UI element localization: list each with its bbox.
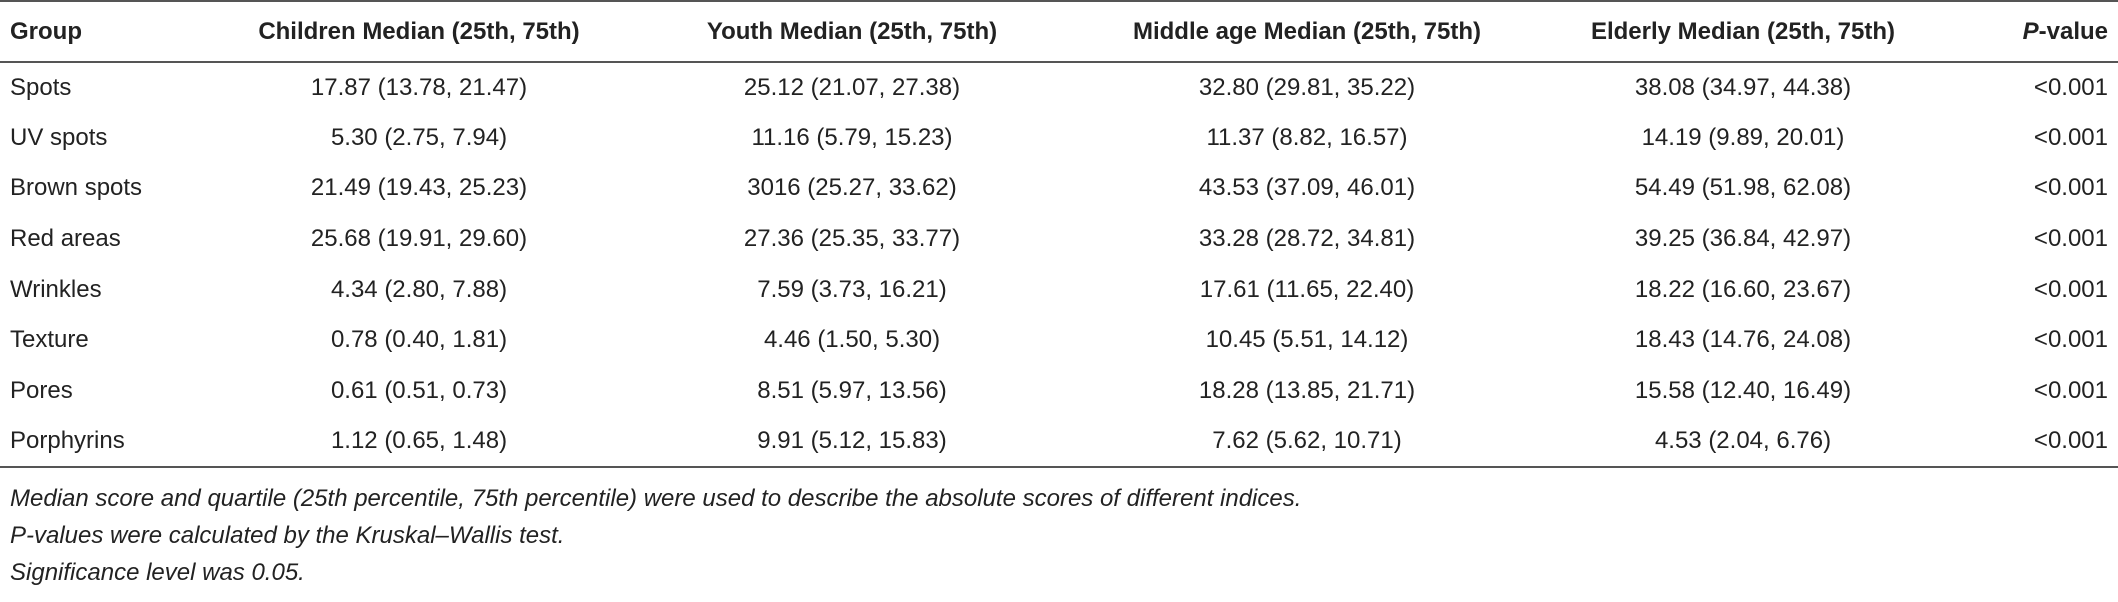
table-cell: 15.58 (12.40, 16.49): [1634, 376, 1852, 404]
table-cell: 11.37 (8.82, 16.57): [1206, 123, 1408, 151]
table-cell: 9.91 (5.12, 15.83): [757, 426, 947, 454]
table-cell: Wrinkles: [10, 275, 102, 303]
table-row: Porphyrins 1.12 (0.65, 1.48) 9.91 (5.12, 1…: [0, 416, 2118, 467]
column-header: Children Median (25th, 75th): [258, 17, 580, 45]
footnote: Median score and quartile (25th percenti…: [10, 484, 1302, 512]
table-cell: 21.49 (19.43, 25.23): [310, 174, 528, 202]
table-cell: <0.001: [2033, 174, 2108, 202]
footnote: Significance level was 0.05.: [10, 558, 305, 586]
table-row: UV spots 5.30 (2.75, 7.94) 11.16 (5.79, 15…: [0, 113, 2118, 164]
table-cell: <0.001: [2033, 225, 2108, 253]
table-cell: 54.49 (51.98, 62.08): [1634, 174, 1852, 202]
column-header: Elderly Median (25th, 75th): [1590, 17, 1896, 45]
table-cell: 39.25 (36.84, 42.97): [1634, 225, 1852, 253]
table-cell: 11.16 (5.79, 15.23): [751, 123, 953, 151]
footnotes: Median score and quartile (25th percenti…: [0, 480, 2118, 591]
table-cell: <0.001: [2033, 326, 2108, 354]
table-cell: Brown spots: [10, 174, 143, 202]
table-cell: <0.001: [2033, 73, 2108, 101]
table-row: Red areas 25.68 (19.91, 29.60) 27.36 (25.3…: [0, 214, 2118, 265]
table-cell: <0.001: [2033, 376, 2108, 404]
table-row: Pores 0.61 (0.51, 0.73) 8.51 (5.97, 13.56)…: [0, 366, 2118, 417]
data-table: Group Children Median (25th, 75th) Youth M…: [0, 1, 2118, 467]
table-row: Brown spots 21.49 (19.43, 25.23) 3016 (25.…: [0, 163, 2118, 214]
column-header: Middle age Median (25th, 75th): [1132, 17, 1482, 45]
table-cell: 27.36 (25.35, 33.77): [743, 225, 961, 253]
table-cell: 38.08 (34.97, 44.38): [1634, 73, 1852, 101]
footnote: P-values were calculated by the Kruskal–…: [10, 521, 565, 549]
table-row: Texture 0.78 (0.40, 1.81) 4.46 (1.50, 5.30…: [0, 315, 2118, 366]
table-cell: <0.001: [2033, 426, 2108, 454]
table-cell: Red areas: [10, 225, 121, 253]
table-cell: <0.001: [2033, 123, 2108, 151]
column-header: P-value: [2022, 17, 2108, 45]
table-cell: 33.28 (28.72, 34.81): [1198, 225, 1416, 253]
table-cell: 25.68 (19.91, 29.60): [310, 225, 528, 253]
table-cell: 14.19 (9.89, 20.01): [1641, 123, 1845, 151]
table-cell: <0.001: [2033, 275, 2108, 303]
table-cell: UV spots: [10, 123, 108, 151]
table-cell: Texture: [10, 326, 89, 354]
header-row: Group Children Median (25th, 75th) Youth M…: [0, 1, 2118, 62]
table-cell: 43.53 (37.09, 46.01): [1198, 174, 1416, 202]
table-header: Group Children Median (25th, 75th) Youth M…: [0, 1, 2118, 62]
table-cell: 32.80 (29.81, 35.22): [1198, 73, 1416, 101]
table-cell: Porphyrins: [10, 426, 125, 454]
table-cell: 0.78 (0.40, 1.81): [330, 326, 508, 354]
table-cell: 8.51 (5.97, 13.56): [757, 376, 947, 404]
table-cell: Spots: [10, 73, 72, 101]
table-cell: 17.87 (13.78, 21.47): [310, 73, 528, 101]
table-cell: 18.28 (13.85, 21.71): [1198, 376, 1416, 404]
table-cell: 7.59 (3.73, 16.21): [757, 275, 947, 303]
table-cell: Pores: [10, 376, 73, 404]
table-cell: 3016 (25.27, 33.62): [747, 174, 957, 202]
table-cell: 10.45 (5.51, 14.12): [1205, 326, 1409, 354]
table-cell: 5.30 (2.75, 7.94): [330, 123, 508, 151]
table-cell: 4.46 (1.50, 5.30): [763, 326, 941, 354]
table-cell: 17.61 (11.65, 22.40): [1199, 275, 1415, 303]
table-row: Spots 17.87 (13.78, 21.47) 25.12 (21.07, 2…: [0, 62, 2118, 113]
table-cell: 25.12 (21.07, 27.38): [743, 73, 961, 101]
column-header: Group: [10, 17, 82, 45]
table-cell: 4.53 (2.04, 6.76): [1654, 426, 1832, 454]
table-body: Spots 17.87 (13.78, 21.47) 25.12 (21.07, 2…: [0, 62, 2118, 467]
table-cell: 7.62 (5.62, 10.71): [1212, 426, 1402, 454]
table-cell: 0.61 (0.51, 0.73): [330, 376, 508, 404]
table-cell: 18.43 (14.76, 24.08): [1634, 326, 1852, 354]
column-header: Youth Median (25th, 75th): [706, 17, 998, 45]
table-cell: 4.34 (2.80, 7.88): [330, 275, 508, 303]
table-cell: 1.12 (0.65, 1.48): [330, 426, 508, 454]
table-cell: 18.22 (16.60, 23.67): [1634, 275, 1852, 303]
table-row: Wrinkles 4.34 (2.80, 7.88) 7.59 (3.73, 16.…: [0, 264, 2118, 315]
